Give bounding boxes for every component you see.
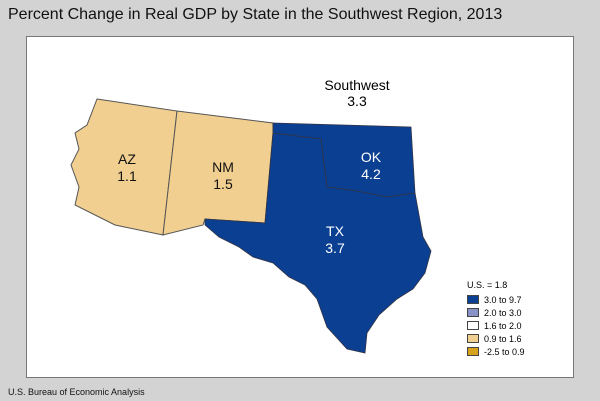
state-value-tx: 3.7 [325, 240, 345, 256]
region-value: 3.3 [347, 93, 367, 109]
legend-row: 1.6 to 2.0 [467, 319, 525, 332]
map-panel: Southwest 3.3 AZ 1.1 NM 1.5 OK 4.2 TX 3.… [26, 36, 574, 378]
state-value-ok: 4.2 [361, 166, 381, 182]
legend-title: U.S. = 1.8 [467, 280, 508, 290]
state-value-az: 1.1 [117, 168, 137, 184]
legend-row: 2.0 to 3.0 [467, 306, 525, 319]
map-title: Percent Change in Real GDP by State in t… [8, 6, 503, 23]
legend-label: 1.6 to 2.0 [484, 320, 522, 331]
region-name: Southwest [324, 77, 390, 93]
region-label: Southwest 3.3 [297, 77, 417, 109]
state-label-nm: NM 1.5 [193, 159, 253, 193]
legend-swatch-0 [467, 295, 479, 304]
legend: U.S. = 1.8 3.0 to 9.7 2.0 to 3.0 1.6 to … [467, 280, 525, 358]
legend-label: 2.0 to 3.0 [484, 307, 522, 318]
legend-label: 0.9 to 1.6 [484, 333, 522, 344]
state-label-tx: TX 3.7 [305, 223, 365, 257]
state-label-az: AZ 1.1 [97, 151, 157, 185]
state-shape-tx [204, 132, 432, 354]
legend-row: 0.9 to 1.6 [467, 332, 525, 345]
source-credit: U.S. Bureau of Economic Analysis [8, 387, 145, 397]
state-value-nm: 1.5 [213, 176, 233, 192]
state-map [70, 98, 432, 354]
state-abbr-nm: NM [212, 159, 234, 175]
legend-swatch-1 [467, 308, 479, 317]
state-label-ok: OK 4.2 [341, 149, 401, 183]
legend-swatch-4 [467, 347, 479, 356]
legend-swatch-3 [467, 334, 479, 343]
legend-swatch-2 [467, 321, 479, 330]
legend-label: 3.0 to 9.7 [484, 294, 522, 305]
state-abbr-az: AZ [118, 151, 136, 167]
legend-row: 3.0 to 9.7 [467, 293, 525, 306]
state-abbr-ok: OK [360, 149, 382, 165]
legend-row: -2.5 to 0.9 [467, 345, 525, 358]
legend-label: -2.5 to 0.9 [484, 346, 525, 357]
state-abbr-tx: TX [326, 223, 344, 239]
